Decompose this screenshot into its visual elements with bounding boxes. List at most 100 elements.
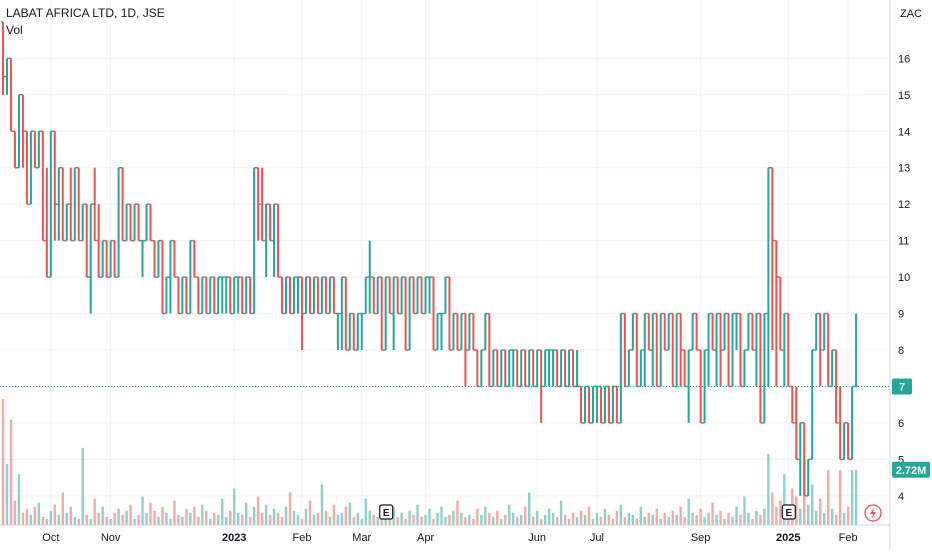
ohlc-bar[interactable] [12, 130, 17, 169]
ohlc-bar[interactable] [180, 276, 185, 315]
ohlc-bar[interactable] [68, 167, 73, 242]
ohlc-bar[interactable] [594, 385, 599, 423]
ohlc-bar[interactable] [834, 349, 839, 424]
ohlc-bar[interactable] [24, 130, 29, 205]
ohlc-bar[interactable] [459, 312, 464, 351]
ohlc-bar[interactable] [192, 239, 197, 278]
ohlc-bar[interactable] [216, 276, 221, 315]
ohlc-bar[interactable] [483, 312, 488, 351]
ohlc-bar[interactable] [303, 276, 308, 315]
ohlc-bar[interactable] [586, 385, 591, 424]
ohlc-bar[interactable] [662, 312, 667, 351]
ohlc-bar[interactable] [188, 239, 193, 315]
ohlc-bar[interactable] [547, 349, 552, 387]
ohlc-bar[interactable] [140, 239, 145, 278]
ohlc-bar[interactable] [463, 312, 468, 387]
ohlc-bar[interactable] [539, 349, 544, 423]
ohlc-bar[interactable] [814, 312, 819, 351]
ohlc-bar[interactable] [567, 349, 572, 388]
ohlc-bar[interactable] [455, 312, 460, 351]
ohlc-bar[interactable] [295, 276, 300, 314]
ohlc-bar[interactable] [96, 204, 101, 278]
ohlc-bar[interactable] [268, 203, 273, 242]
ohlc-bar[interactable] [200, 276, 205, 315]
ohlc-bar[interactable] [778, 276, 783, 351]
ohlc-bar[interactable] [714, 312, 719, 387]
ohlc-bar[interactable] [347, 312, 352, 351]
ohlc-bar[interactable] [80, 203, 85, 242]
ohlc-bar[interactable] [646, 312, 651, 351]
ohlc-bar[interactable] [164, 276, 169, 315]
ohlc-bar[interactable] [391, 276, 396, 350]
ohlc-bar[interactable] [415, 276, 420, 315]
ohlc-bar[interactable] [32, 130, 37, 169]
ohlc-bar[interactable] [634, 312, 639, 388]
ohlc-bar[interactable] [387, 276, 392, 315]
ohlc-bar[interactable] [790, 385, 795, 424]
ohlc-bar[interactable] [626, 349, 631, 388]
ohlc-bar[interactable] [670, 312, 675, 388]
ohlc-bar[interactable] [28, 130, 33, 205]
ohlc-bar[interactable] [331, 276, 336, 315]
ohlc-bar[interactable] [439, 312, 444, 350]
ohlc-bar[interactable] [782, 312, 787, 387]
ohlc-bar[interactable] [92, 167, 97, 242]
ohlc-bar[interactable] [555, 349, 560, 388]
ohlc-bar[interactable] [60, 166, 65, 242]
ohlc-bar[interactable] [343, 276, 348, 351]
ohlc-bar[interactable] [172, 239, 177, 278]
ohlc-bar[interactable] [758, 312, 763, 424]
earnings-marker[interactable]: E [379, 504, 394, 520]
ohlc-bar[interactable] [559, 349, 564, 388]
ohlc-bar[interactable] [100, 239, 105, 278]
ohlc-bar[interactable] [395, 276, 400, 315]
chart-legend-title[interactable]: LABAT AFRICA LTD, 1D, JSE [6, 6, 165, 20]
ohlc-bar[interactable] [622, 312, 627, 388]
ohlc-bar[interactable] [762, 312, 767, 424]
ohlc-bar[interactable] [236, 276, 241, 314]
ohlc-bar[interactable] [766, 166, 771, 387]
ohlc-bar[interactable] [706, 312, 711, 387]
ohlc-bar[interactable] [367, 240, 372, 314]
ohlc-bar[interactable] [148, 203, 153, 242]
ohlc-bar[interactable] [846, 422, 851, 461]
ohlc-bar[interactable] [682, 349, 687, 388]
ohlc-bar[interactable] [491, 349, 496, 388]
ohlc-bar[interactable] [184, 276, 189, 315]
ohlc-bar[interactable] [335, 312, 340, 350]
ohlc-bar[interactable] [507, 349, 512, 388]
ohlc-bar[interactable] [447, 276, 452, 351]
ohlc-bar[interactable] [359, 312, 364, 350]
ohlc-bar[interactable] [132, 203, 137, 242]
ohlc-bar[interactable] [666, 312, 671, 351]
ohlc-bar[interactable] [323, 276, 328, 315]
ohlc-bar[interactable] [292, 276, 296, 315]
ohlc-bar[interactable] [116, 166, 121, 278]
ohlc-bar[interactable] [371, 276, 376, 315]
ohlc-bar[interactable] [535, 349, 540, 388]
ohlc-bar[interactable] [264, 203, 269, 278]
ohlc-bar[interactable] [228, 276, 233, 315]
ohlc-bar[interactable] [602, 385, 607, 424]
ohlc-bar[interactable] [168, 239, 173, 314]
ohlc-bar[interactable] [220, 276, 225, 314]
lightning-bolt-icon[interactable] [864, 504, 882, 522]
ohlc-bar[interactable] [638, 349, 643, 388]
ohlc-bar[interactable] [299, 276, 304, 350]
ohlc-bar[interactable] [479, 349, 484, 388]
ohlc-bar[interactable] [551, 349, 556, 387]
ohlc-bar[interactable] [311, 276, 316, 315]
ohlc-bar[interactable] [475, 349, 480, 388]
ohlc-bar[interactable] [212, 276, 217, 315]
ohlc-bar[interactable] [232, 276, 237, 315]
ohlc-bar[interactable] [112, 239, 117, 278]
ohlc-bar[interactable] [543, 349, 548, 388]
ohlc-bar[interactable] [467, 312, 472, 351]
ohlc-bar[interactable] [642, 312, 647, 387]
ohlc-bar[interactable] [579, 385, 584, 424]
ohlc-bar[interactable] [355, 312, 360, 351]
ohlc-bar[interactable] [204, 276, 209, 315]
ohlc-bar[interactable] [104, 239, 109, 278]
